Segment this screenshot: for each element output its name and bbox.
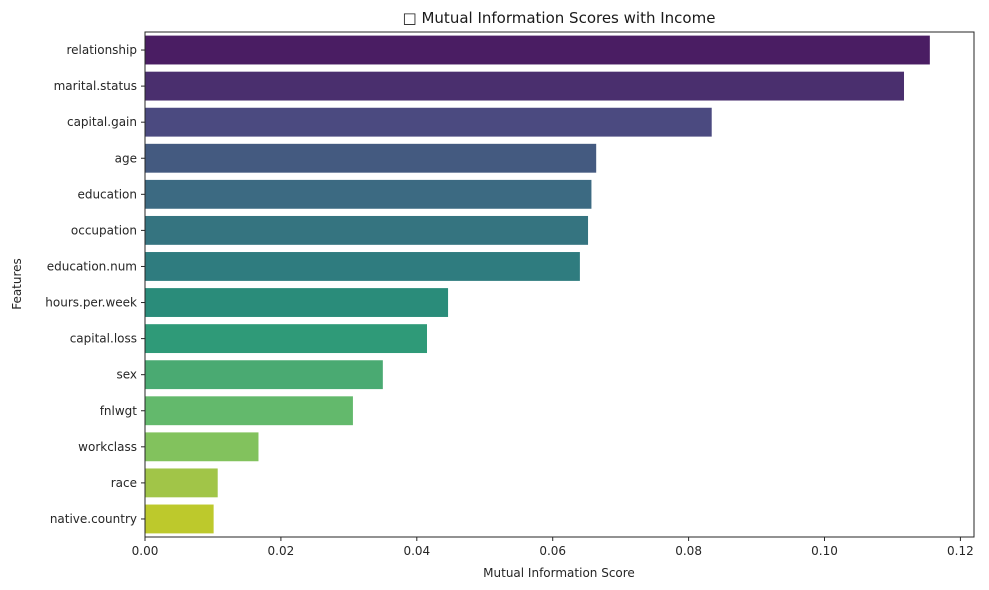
y-tick-label: hours.per.week [45, 296, 137, 310]
bar-workclass [145, 432, 259, 462]
y-tick-label: relationship [66, 43, 137, 57]
x-tick-label: 0.06 [539, 544, 566, 558]
y-tick-label: marital.status [54, 79, 137, 93]
y-tick-label: occupation [71, 223, 137, 237]
bar-hours-per-week [145, 288, 449, 317]
y-tick-label: native.country [50, 512, 137, 526]
x-tick-label: 0.00 [132, 544, 159, 558]
bar-capital-gain [145, 107, 712, 137]
bar-marital-status [145, 71, 905, 101]
bar-education-num [145, 252, 580, 281]
x-axis-ticks: 0.00 0.02 0.04 0.06 0.08 0.10 0.12 [132, 537, 974, 558]
bar-education [145, 179, 592, 209]
x-tick-label: 0.08 [675, 544, 702, 558]
y-tick-label: capital.loss [70, 332, 137, 346]
bars-group [145, 35, 930, 534]
x-tick-label: 0.10 [811, 544, 838, 558]
y-axis-label: Features [10, 258, 24, 310]
bar-occupation [145, 215, 589, 245]
y-tick-label: education.num [47, 259, 137, 273]
x-tick-label: 0.04 [403, 544, 430, 558]
y-tick-label: education [77, 187, 137, 201]
bar-native-country [145, 504, 214, 534]
y-tick-label: workclass [78, 440, 137, 454]
bar-fnlwgt [145, 396, 353, 426]
y-tick-label: race [111, 476, 137, 490]
x-axis-label: Mutual Information Score [483, 566, 635, 580]
y-axis-ticks: relationship marital.status capital.gain ag… [45, 43, 145, 526]
bar-age [145, 143, 597, 173]
x-tick-label: 0.02 [268, 544, 295, 558]
bar-race [145, 468, 218, 498]
bar-relationship [145, 35, 930, 65]
y-tick-label: fnlwgt [100, 404, 138, 418]
x-tick-label: 0.12 [947, 544, 974, 558]
plot-frame [144, 31, 975, 538]
chart-title: □ Mutual Information Scores with Income [403, 9, 716, 27]
y-tick-label: sex [116, 368, 137, 382]
y-tick-label: age [115, 151, 137, 165]
bar-capital-loss [145, 324, 427, 354]
y-tick-label: capital.gain [67, 115, 137, 129]
bar-sex [145, 360, 383, 390]
